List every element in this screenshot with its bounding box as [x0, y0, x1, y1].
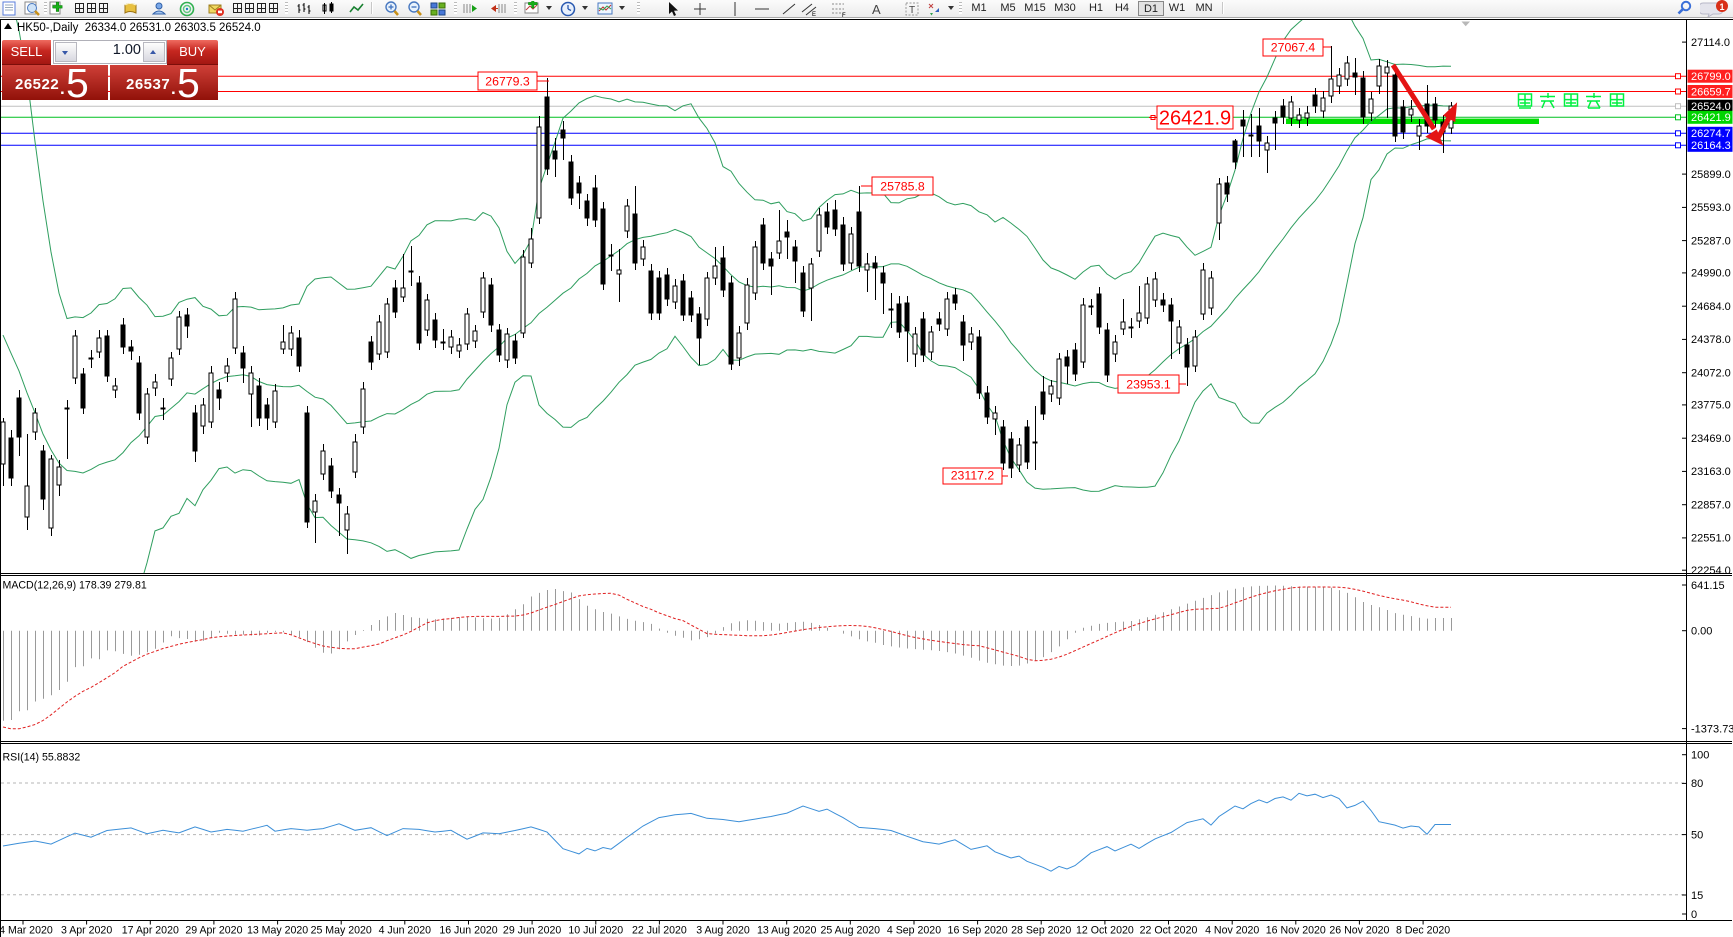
svg-text:4 Sep 2020: 4 Sep 2020	[887, 925, 941, 937]
svg-text:29 Apr 2020: 29 Apr 2020	[185, 925, 242, 937]
svg-text:22551.0: 22551.0	[1691, 533, 1731, 545]
svg-text:24 Mar 2020: 24 Mar 2020	[0, 925, 53, 937]
svg-text:RSI(14) 55.8832: RSI(14) 55.8832	[3, 752, 81, 764]
svg-text:8 Dec 2020: 8 Dec 2020	[1396, 925, 1450, 937]
svg-text:23163.0: 23163.0	[1691, 466, 1731, 478]
svg-text:22 Jul 2020: 22 Jul 2020	[632, 925, 687, 937]
svg-text:23775.0: 23775.0	[1691, 400, 1731, 412]
svg-text:29 Jun 2020: 29 Jun 2020	[503, 925, 561, 937]
svg-text:27067.4: 27067.4	[1271, 41, 1316, 55]
svg-text:A: A	[872, 2, 881, 17]
svg-text:25 Aug 2020: 25 Aug 2020	[821, 925, 881, 937]
svg-text:27114.0: 27114.0	[1691, 37, 1730, 49]
svg-text:100: 100	[1691, 750, 1709, 762]
svg-text:16 Jun 2020: 16 Jun 2020	[439, 925, 497, 937]
svg-text:15: 15	[1691, 890, 1703, 902]
svg-text:E: E	[812, 12, 816, 17]
svg-text:0.00: 0.00	[1691, 626, 1712, 638]
svg-text:25 May 2020: 25 May 2020	[311, 925, 372, 937]
svg-text:10 Jul 2020: 10 Jul 2020	[568, 925, 623, 937]
svg-text:16 Nov 2020: 16 Nov 2020	[1266, 925, 1326, 937]
svg-text:-1373.73: -1373.73	[1691, 723, 1733, 735]
svg-text:4 Jun 2020: 4 Jun 2020	[379, 925, 432, 937]
svg-text:22857.0: 22857.0	[1691, 500, 1731, 512]
svg-text:17 Apr 2020: 17 Apr 2020	[122, 925, 179, 937]
svg-text:26274.7: 26274.7	[1691, 128, 1731, 140]
svg-text:22 Oct 2020: 22 Oct 2020	[1140, 925, 1198, 937]
svg-text:25785.8: 25785.8	[880, 180, 925, 194]
svg-text:641.15: 641.15	[1691, 580, 1725, 592]
svg-text:22254.0: 22254.0	[1691, 565, 1731, 577]
svg-text:50: 50	[1691, 829, 1703, 841]
svg-text:26659.7: 26659.7	[1691, 86, 1731, 98]
svg-text:23953.1: 23953.1	[1126, 378, 1171, 392]
svg-text:26421.9: 26421.9	[1159, 108, 1231, 130]
svg-text:23117.2: 23117.2	[951, 469, 995, 483]
svg-text:26421.9: 26421.9	[1691, 112, 1731, 124]
svg-text:26524.0: 26524.0	[1691, 101, 1731, 113]
svg-text:4 Nov 2020: 4 Nov 2020	[1205, 925, 1259, 937]
svg-text:24990.0: 24990.0	[1691, 268, 1731, 280]
svg-text:3 Apr 2020: 3 Apr 2020	[61, 925, 112, 937]
svg-text:3 Aug 2020: 3 Aug 2020	[696, 925, 750, 937]
svg-text:25287.0: 25287.0	[1691, 235, 1731, 247]
svg-text:26 Nov 2020: 26 Nov 2020	[1329, 925, 1389, 937]
svg-text:24072.0: 24072.0	[1691, 368, 1731, 380]
svg-text:13 Aug 2020: 13 Aug 2020	[757, 925, 817, 937]
svg-text:1: 1	[1720, 2, 1725, 12]
svg-text:26799.0: 26799.0	[1691, 71, 1731, 83]
svg-text:26779.3: 26779.3	[485, 75, 530, 89]
svg-text:12 Oct 2020: 12 Oct 2020	[1076, 925, 1134, 937]
svg-text:28 Sep 2020: 28 Sep 2020	[1011, 925, 1071, 937]
svg-text:25899.0: 25899.0	[1691, 169, 1731, 181]
svg-text:23469.0: 23469.0	[1691, 433, 1731, 445]
svg-text:26164.3: 26164.3	[1691, 140, 1731, 152]
svg-text:MACD(12,26,9) 178.39 279.81: MACD(12,26,9) 178.39 279.81	[3, 580, 147, 592]
svg-text:13 May 2020: 13 May 2020	[247, 925, 308, 937]
svg-text:F: F	[842, 13, 846, 17]
svg-text:24378.0: 24378.0	[1691, 334, 1731, 346]
svg-text:25593.0: 25593.0	[1691, 202, 1731, 214]
svg-text:80: 80	[1691, 778, 1703, 790]
svg-text:24684.0: 24684.0	[1691, 301, 1731, 313]
svg-text:0: 0	[1691, 909, 1697, 921]
svg-text:T: T	[909, 5, 915, 16]
svg-text:16 Sep 2020: 16 Sep 2020	[948, 925, 1008, 937]
